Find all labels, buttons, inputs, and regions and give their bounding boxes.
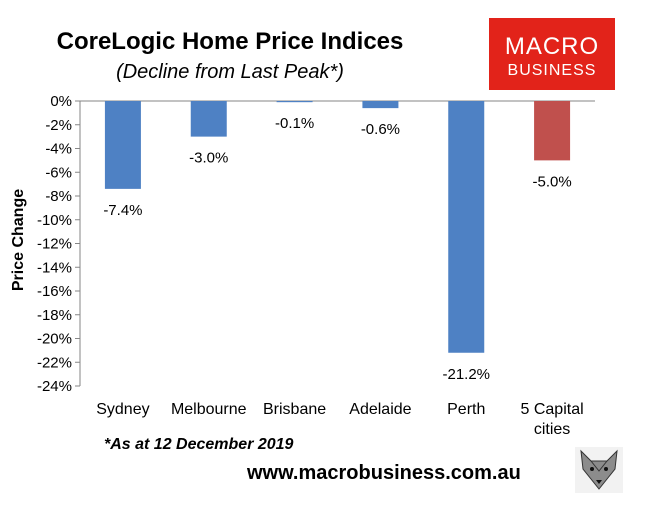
y-tick-label: -14% bbox=[37, 259, 72, 276]
fox-head-icon bbox=[575, 447, 623, 493]
y-tick-label: -4% bbox=[45, 141, 72, 158]
data-label: -21.2% bbox=[442, 366, 490, 383]
chart-subtitle: (Decline from Last Peak*) bbox=[116, 61, 344, 83]
bar bbox=[276, 101, 313, 103]
bar bbox=[190, 101, 227, 137]
y-tick-label: -24% bbox=[37, 378, 72, 395]
data-label: -0.6% bbox=[361, 121, 400, 138]
y-tick-label: -22% bbox=[37, 354, 72, 371]
category-label: Adelaide bbox=[349, 401, 411, 418]
y-tick-label: -16% bbox=[37, 283, 72, 300]
category-label: 5 Capital bbox=[521, 401, 584, 418]
data-label: -5.0% bbox=[532, 173, 571, 190]
data-label: -7.4% bbox=[103, 202, 142, 219]
category-label: Brisbane bbox=[263, 401, 326, 418]
y-tick-label: -2% bbox=[45, 117, 72, 134]
category-label: Melbourne bbox=[171, 401, 247, 418]
bar bbox=[448, 101, 485, 353]
bar bbox=[362, 101, 399, 109]
category-label: Sydney bbox=[96, 401, 149, 418]
y-tick-label: -18% bbox=[37, 307, 72, 324]
y-tick-label: -10% bbox=[37, 212, 72, 229]
logo-line-1: MACRO bbox=[504, 33, 600, 60]
y-tick-label: -8% bbox=[45, 188, 72, 205]
data-label: -3.0% bbox=[189, 150, 228, 167]
logo-line-2: BUSINESS bbox=[507, 62, 597, 79]
y-tick-label: 0% bbox=[50, 93, 72, 110]
y-tick-label: -12% bbox=[37, 236, 72, 253]
category-label: Perth bbox=[447, 401, 485, 418]
macrobusiness-logo: MACRO BUSINESS bbox=[489, 18, 615, 90]
y-tick-label: -20% bbox=[37, 331, 72, 348]
bar bbox=[104, 101, 141, 189]
chart-title: CoreLogic Home Price Indices bbox=[56, 28, 404, 55]
data-label: -0.1% bbox=[275, 115, 314, 132]
footnote: *As at 12 December 2019 bbox=[104, 436, 294, 453]
category-label: cities bbox=[534, 421, 570, 438]
bar bbox=[534, 101, 571, 161]
website-url: www.macrobusiness.com.au bbox=[247, 462, 521, 484]
y-tick-label: -6% bbox=[45, 164, 72, 181]
